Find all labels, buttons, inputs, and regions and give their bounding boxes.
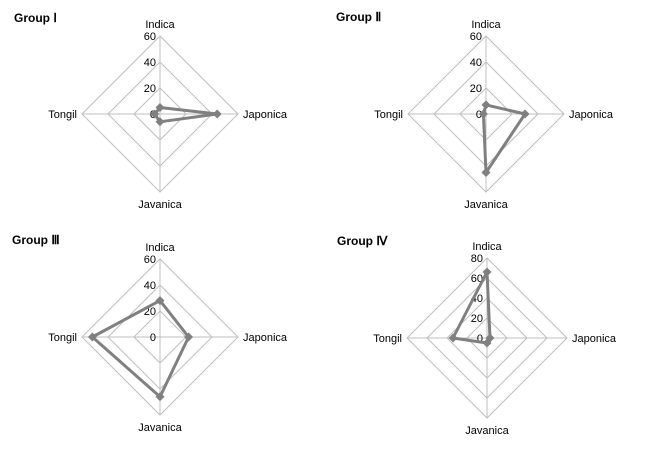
tick-label: 80 [471, 253, 483, 265]
chart-title: Group Ⅱ [336, 10, 381, 24]
chart-title: Group Ⅲ [12, 233, 60, 247]
chart-title: Group Ⅰ [14, 11, 57, 25]
data-point-javanica [481, 168, 491, 177]
axis-label-javanica: Javanica [138, 199, 182, 211]
axis-label-japonica: Japonica [572, 333, 617, 345]
tick-label: 60 [470, 31, 482, 43]
tick-label: 0 [477, 333, 483, 345]
axis-label-indica: Indica [471, 19, 501, 31]
data-point-tongil [478, 109, 488, 119]
axis-label-tongil: Tongil [48, 109, 77, 121]
axis-label-japonica: Japonica [243, 109, 288, 121]
axis-label-indica: Indica [145, 242, 175, 254]
axis-label-javanica: Javanica [465, 425, 509, 437]
axis-label-indica: Indica [145, 19, 175, 31]
data-point-japonica [212, 109, 222, 119]
data-point-javanica [155, 117, 165, 127]
data-point-japonica [520, 109, 530, 119]
tick-label: 20 [144, 83, 156, 95]
data-point-tongil [448, 333, 458, 343]
radar-chart-1: Group Ⅰ0204060IndicaJaponicaJavanicaTong… [14, 11, 288, 211]
axis-label-javanica: Javanica [464, 199, 508, 211]
data-point-javanica [482, 338, 492, 348]
axis-label-indica: Indica [472, 241, 502, 253]
tick-label: 0 [150, 332, 156, 344]
data-point-indica [155, 103, 165, 112]
chart-title: Group Ⅳ [337, 234, 388, 248]
tick-label: 60 [144, 254, 156, 266]
tick-label: 40 [470, 57, 482, 69]
axis-label-japonica: Japonica [243, 332, 288, 344]
data-point-japonica [184, 332, 194, 342]
axis-label-tongil: Tongil [373, 333, 402, 345]
axis-label-javanica: Javanica [138, 422, 182, 434]
data-point-javanica [155, 392, 165, 402]
axis-label-tongil: Tongil [48, 332, 77, 344]
data-point-tongil [150, 109, 160, 119]
data-point-indica [155, 296, 165, 306]
data-point-tongil [87, 332, 97, 342]
tick-label: 40 [144, 280, 156, 292]
tick-label: 60 [144, 31, 156, 43]
tick-label: 40 [144, 57, 156, 69]
data-point-indica [482, 267, 492, 277]
axis-label-japonica: Japonica [569, 109, 614, 121]
data-point-indica [481, 100, 491, 110]
axis-label-tongil: Tongil [374, 109, 403, 121]
tick-label: 20 [471, 313, 483, 325]
tick-label: 60 [471, 273, 483, 285]
tick-label: 0 [476, 109, 482, 121]
radar-chart-4: Group Ⅳ020406080IndicaJaponicaJavanicaTo… [337, 234, 617, 437]
radar-chart-3: Group Ⅲ0204060IndicaJaponicaJavanicaTong… [12, 233, 288, 434]
tick-label: 20 [470, 83, 482, 95]
